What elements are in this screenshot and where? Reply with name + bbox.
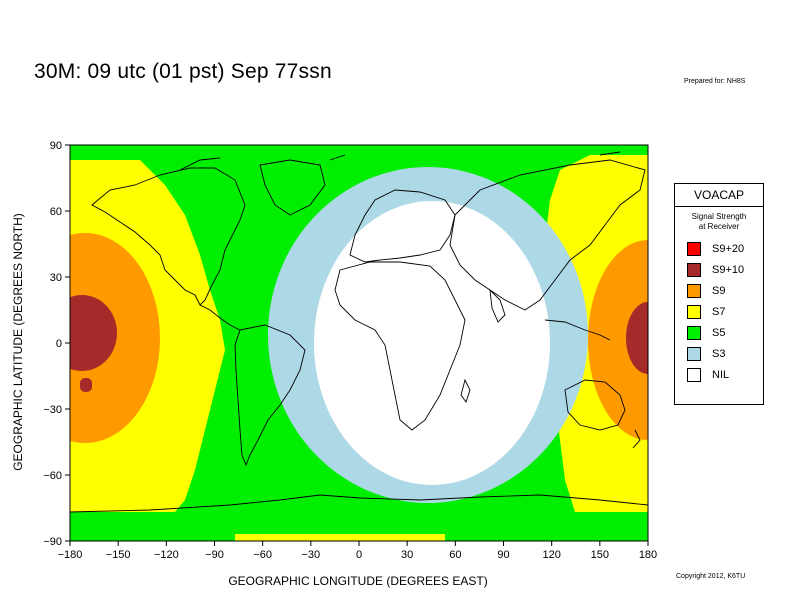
legend-label: S9+10 bbox=[712, 263, 745, 276]
coast-australia bbox=[564, 379, 626, 431]
legend-item: NIL bbox=[675, 364, 763, 385]
x-tick-label: −60 bbox=[253, 549, 272, 561]
y-tick-label: −30 bbox=[43, 404, 62, 416]
y-tick-label: −60 bbox=[43, 470, 62, 482]
map-title: 30M: 09 utc (01 pst) Sep 77ssn bbox=[34, 60, 332, 83]
legend-subtitle: Signal Strength at Receiver bbox=[675, 212, 763, 232]
s9p10-zone-east bbox=[626, 302, 648, 374]
legend-swatch bbox=[687, 262, 701, 277]
copyright-note: Copyright 2012, K6TU bbox=[676, 573, 746, 580]
legend: VOACAP Signal Strength at Receiver S9+20… bbox=[674, 183, 764, 405]
x-tick-label: 0 bbox=[356, 549, 362, 561]
legend-swatch bbox=[687, 346, 701, 361]
legend-label: S3 bbox=[712, 347, 726, 360]
legend-subtitle-line1: Signal Strength bbox=[691, 212, 747, 221]
legend-label: S9+20 bbox=[712, 242, 745, 255]
x-axis-ticks: −180 −150 −120 −90 −60 −30 0 30 60 90 120 150 180 bbox=[58, 541, 657, 561]
legend-items: S9+20 S9+10 S9 S7 S5 S3 NIL bbox=[675, 238, 763, 385]
x-tick-label: 180 bbox=[639, 549, 657, 561]
s9p10-zone-west bbox=[70, 295, 117, 371]
legend-label: S9 bbox=[712, 284, 726, 297]
x-tick-label: −120 bbox=[154, 549, 179, 561]
x-tick-label: 90 bbox=[497, 549, 509, 561]
x-tick-label: 150 bbox=[591, 549, 609, 561]
s7-strip-south bbox=[235, 534, 445, 541]
legend-swatch bbox=[687, 367, 701, 382]
legend-swatch bbox=[687, 325, 701, 340]
legend-title: VOACAP bbox=[675, 184, 763, 207]
coast-africa bbox=[334, 261, 466, 431]
x-tick-label: 60 bbox=[449, 549, 461, 561]
coast-antarctica bbox=[70, 494, 648, 513]
legend-item: S5 bbox=[675, 322, 763, 343]
s9-zone-east bbox=[588, 240, 648, 440]
legend-swatch bbox=[687, 283, 701, 298]
coastlines bbox=[70, 151, 648, 513]
y-axis-ticks: 90 60 30 0 −30 −60 −90 bbox=[43, 140, 70, 548]
coast-arctic-islands bbox=[179, 151, 621, 171]
legend-label: NIL bbox=[712, 368, 730, 381]
y-tick-label: 0 bbox=[56, 338, 62, 350]
coverage-layers bbox=[70, 145, 648, 541]
prepared-for-note: Prepared for: NH8S bbox=[684, 78, 746, 85]
coast-asia bbox=[449, 159, 646, 311]
legend-item: S9+10 bbox=[675, 259, 763, 280]
coast-greenland bbox=[259, 159, 326, 216]
legend-subtitle-line2: at Receiver bbox=[698, 222, 740, 231]
coast-south-america bbox=[234, 324, 306, 467]
coast-north-america bbox=[91, 167, 246, 306]
x-tick-label: −30 bbox=[301, 549, 320, 561]
coast-madagascar bbox=[460, 378, 471, 403]
x-tick-label: 30 bbox=[401, 549, 413, 561]
coast-new-zealand bbox=[632, 429, 641, 449]
y-tick-label: 90 bbox=[50, 140, 62, 152]
coast-india bbox=[489, 288, 506, 323]
y-tick-label: −90 bbox=[43, 536, 62, 548]
legend-item: S9+20 bbox=[675, 238, 763, 259]
x-tick-label: 120 bbox=[542, 549, 560, 561]
legend-label: S5 bbox=[712, 326, 726, 339]
legend-label: S7 bbox=[712, 305, 726, 318]
legend-swatch bbox=[687, 304, 701, 319]
x-tick-label: −90 bbox=[205, 549, 224, 561]
legend-swatch bbox=[687, 241, 701, 256]
legend-item: S7 bbox=[675, 301, 763, 322]
legend-item: S3 bbox=[675, 343, 763, 364]
coast-se-asia bbox=[544, 319, 611, 341]
s9p10-spot bbox=[80, 378, 92, 392]
x-tick-label: −150 bbox=[106, 549, 131, 561]
x-tick-label: −180 bbox=[58, 549, 83, 561]
x-axis-label: GEOGRAPHIC LONGITUDE (DEGREES EAST) bbox=[228, 574, 488, 588]
y-tick-label: 60 bbox=[50, 206, 62, 218]
legend-item: S9 bbox=[675, 280, 763, 301]
coast-central-america bbox=[199, 304, 241, 331]
y-tick-label: 30 bbox=[50, 272, 62, 284]
nil-zone bbox=[314, 201, 550, 485]
